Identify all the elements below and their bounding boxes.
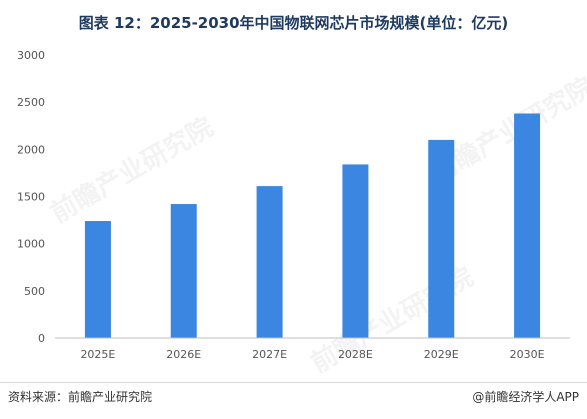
bar-2030E xyxy=(514,113,541,338)
x-tick-label: 2027E xyxy=(252,348,287,361)
bar-2028E xyxy=(342,164,369,338)
y-tick-label: 0 xyxy=(38,332,45,345)
x-tick-label: 2030E xyxy=(510,348,545,361)
brand-credit: @前瞻经济学人APP xyxy=(472,390,579,404)
x-tick-label: 2026E xyxy=(166,348,201,361)
y-tick-label: 1500 xyxy=(17,191,45,204)
bar-2027E xyxy=(256,186,283,338)
footer: 资料来源：前瞻产业研究院 @前瞻经济学人APP xyxy=(0,388,587,408)
chart-title: 图表 12：2025-2030年中国物联网芯片市场规模(单位：亿元) xyxy=(78,14,509,32)
y-tick-label: 1000 xyxy=(17,238,45,251)
x-tick-label: 2029E xyxy=(424,348,459,361)
bar-2029E xyxy=(428,139,455,338)
bar-2025E xyxy=(84,221,111,338)
x-tick-label: 2028E xyxy=(338,348,373,361)
x-tick-label: 2025E xyxy=(80,348,115,361)
bar-series xyxy=(84,113,541,338)
y-tick-label: 2000 xyxy=(17,143,45,156)
footer-divider xyxy=(0,382,587,383)
bar-2026E xyxy=(170,204,197,338)
source-note: 资料来源：前瞻产业研究院 xyxy=(8,390,153,404)
y-tick-label: 500 xyxy=(24,285,45,298)
y-tick-label: 2500 xyxy=(17,96,45,109)
y-axis: 0 500 1000 1500 2000 2500 3000 xyxy=(17,49,45,345)
x-axis: 2025E 2026E 2027E 2028E 2029E 2030E xyxy=(55,337,570,361)
y-tick-label: 3000 xyxy=(17,49,45,62)
